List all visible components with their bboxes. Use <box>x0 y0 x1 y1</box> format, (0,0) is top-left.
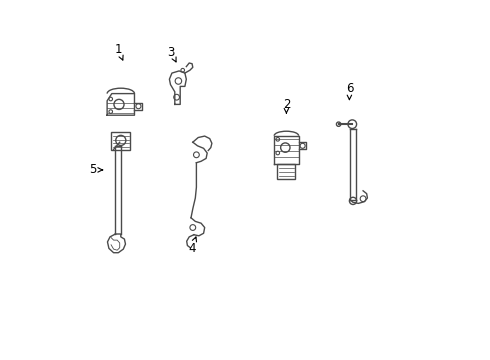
Circle shape <box>109 97 113 101</box>
Circle shape <box>281 143 290 152</box>
Circle shape <box>194 152 199 158</box>
Circle shape <box>300 143 305 148</box>
Circle shape <box>136 104 141 109</box>
Circle shape <box>276 151 280 155</box>
Circle shape <box>175 78 182 84</box>
Circle shape <box>181 68 185 72</box>
Circle shape <box>174 94 179 100</box>
Circle shape <box>360 196 366 202</box>
Text: 3: 3 <box>168 46 175 59</box>
Text: 5: 5 <box>89 163 97 176</box>
Circle shape <box>337 122 341 126</box>
Text: 4: 4 <box>188 242 196 255</box>
Circle shape <box>348 120 357 129</box>
Circle shape <box>114 99 124 109</box>
Text: 6: 6 <box>345 82 353 95</box>
Circle shape <box>109 110 113 113</box>
Text: 2: 2 <box>283 98 290 111</box>
Bar <box>111 132 130 150</box>
Circle shape <box>190 225 196 230</box>
Circle shape <box>349 197 357 204</box>
Circle shape <box>276 138 280 141</box>
Text: 1: 1 <box>115 43 122 56</box>
Bar <box>277 164 295 179</box>
Circle shape <box>116 135 126 145</box>
